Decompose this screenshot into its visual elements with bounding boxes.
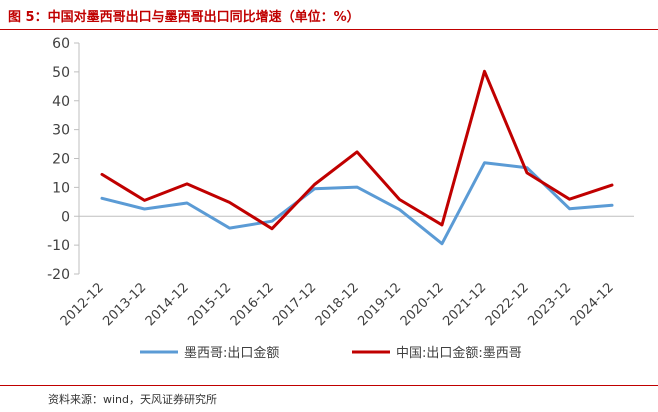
y-tick-label: 10 (52, 180, 70, 196)
series-line-china (100, 69, 614, 231)
x-tick-label: 2022-12 (483, 280, 532, 329)
source-bar: 资料来源：wind，天风证券研究所 (0, 385, 658, 412)
x-tick-label: 2015-12 (185, 280, 234, 329)
x-tick-label: 2024-12 (568, 280, 617, 329)
x-tick-label: 2017-12 (270, 280, 319, 329)
x-tick-label: 2021-12 (440, 280, 489, 329)
title-bar: 图 5：中国对墨西哥出口与墨西哥出口同比增速（单位：%） (0, 0, 658, 30)
x-tick-label: 2019-12 (355, 280, 404, 329)
x-tick-label: 2018-12 (313, 280, 362, 329)
y-tick-label: 60 (52, 36, 70, 52)
x-tick-label: 2014-12 (143, 280, 192, 329)
y-tick-label: -10 (47, 238, 70, 254)
x-tick-label: 2013-12 (100, 280, 149, 329)
x-tick-label: 2016-12 (228, 280, 277, 329)
series-line-mexico (100, 161, 614, 246)
y-tick-label: 50 (52, 65, 70, 81)
legend-label-mexico: 墨西哥:出口金额 (184, 345, 279, 361)
legend-label-china: 中国:出口金额:墨西哥 (396, 345, 522, 361)
x-tick-label: 2020-12 (398, 280, 447, 329)
y-tick-label: 40 (52, 94, 70, 110)
x-tick-label: 2012-12 (58, 280, 107, 329)
line-chart: 60 50 40 30 20 10 0 -10 -202012-122013-122014-12… (47, 36, 634, 361)
y-tick-label: 20 (52, 152, 70, 168)
y-tick-label: 0 (61, 209, 70, 225)
source-note: 资料来源：wind，天风证券研究所 (48, 393, 218, 406)
chart-title: 图 5：中国对墨西哥出口与墨西哥出口同比增速（单位：%） (8, 10, 360, 25)
y-tick-label: -20 (47, 267, 70, 283)
y-tick-label: 30 (52, 123, 70, 139)
x-tick-label: 2023-12 (525, 280, 574, 329)
